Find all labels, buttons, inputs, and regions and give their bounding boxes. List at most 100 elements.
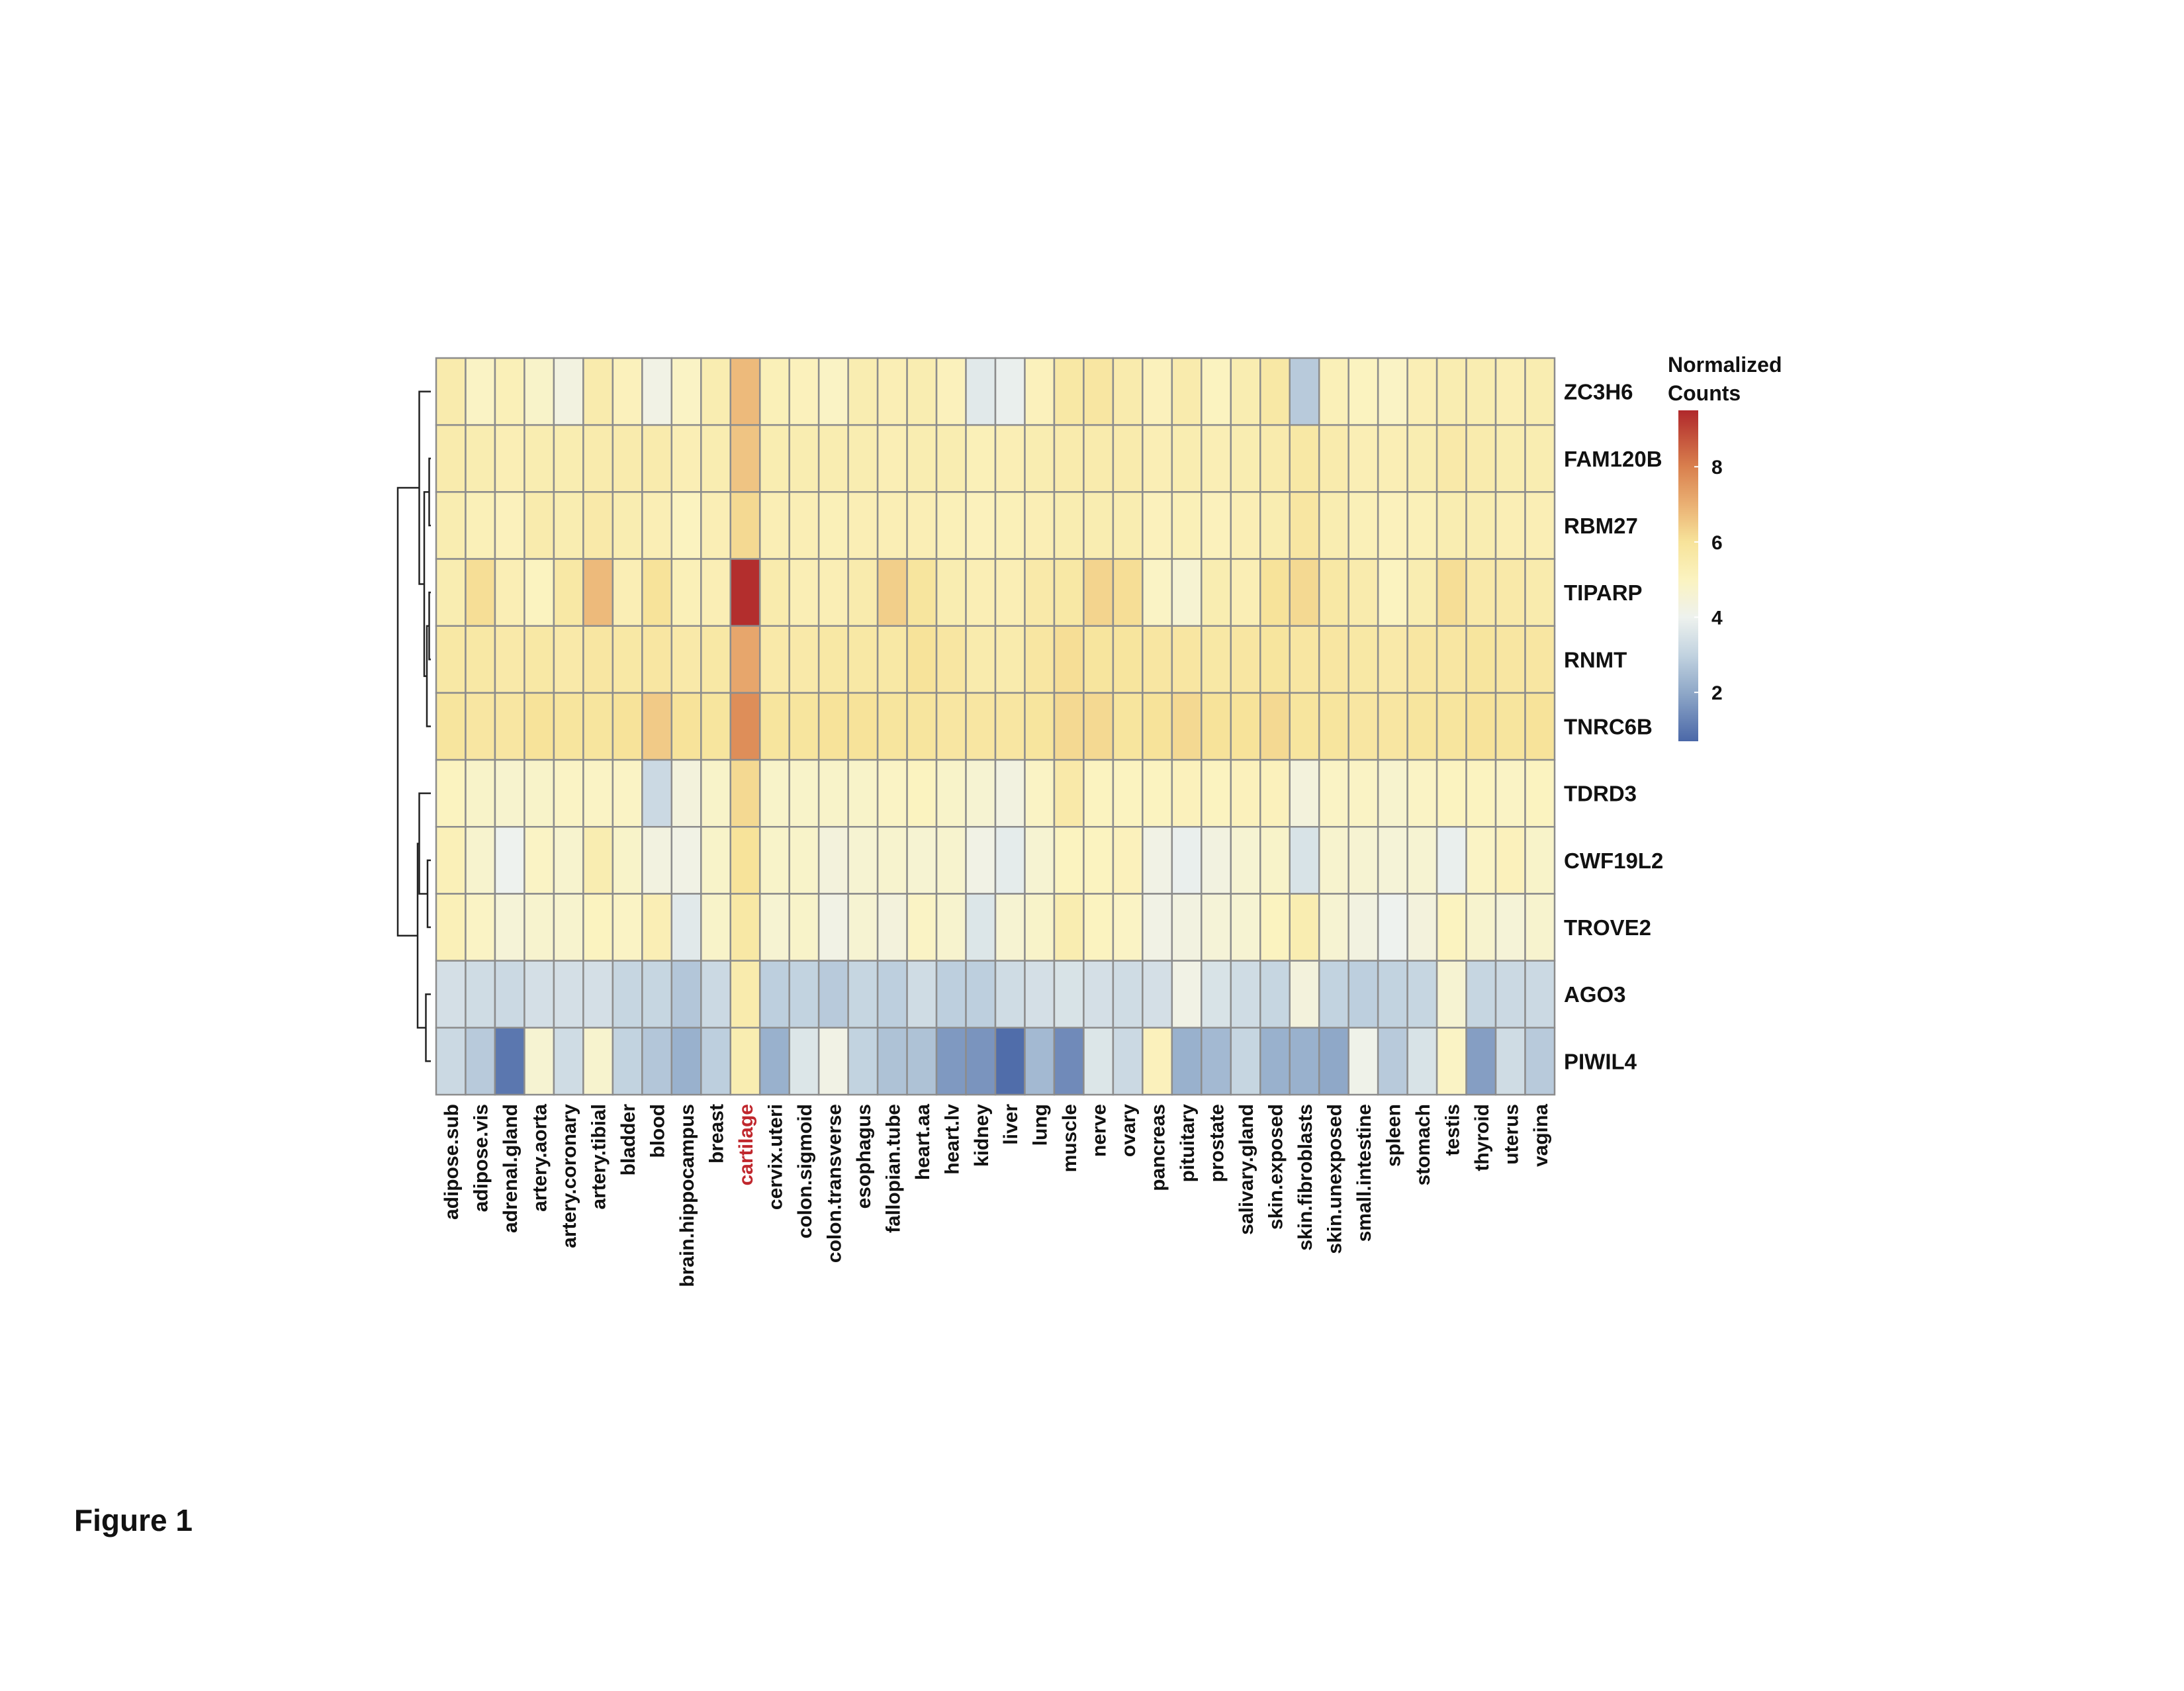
- heatmap-cell-AGO3-pituitary: [1171, 960, 1203, 1029]
- heatmap-cell-TROVE2-salivary.gland: [1230, 893, 1261, 962]
- heatmap-cell-ZC3H6-thyroid: [1465, 357, 1497, 426]
- heatmap-cell-AGO3-colon.transverse: [817, 960, 849, 1029]
- heatmap-cell-PIWIL4-kidney: [965, 1027, 997, 1096]
- heatmap-cell-TDRD3-artery.tibial: [582, 758, 614, 828]
- heatmap-cell-ZC3H6-uterus: [1494, 357, 1526, 426]
- column-label-heart.aa: heart.aa: [912, 1104, 934, 1180]
- heatmap-cell-FAM120B-heart.aa: [906, 424, 938, 493]
- heatmap-cell-CWF19L2-spleen: [1377, 826, 1408, 895]
- heatmap-cell-ZC3H6-skin.fibroblasts: [1289, 357, 1320, 426]
- heatmap-cell-TDRD3-skin.exposed: [1259, 758, 1291, 828]
- heatmap-cell-TROVE2-cartilage: [729, 893, 761, 962]
- heatmap-cell-RBM27-cervix.uteri: [758, 491, 790, 560]
- column-label-small.intestine: small.intestine: [1353, 1104, 1375, 1242]
- column-label-blood: blood: [647, 1104, 669, 1158]
- heatmap-cell-TNRC6B-cervix.uteri: [758, 692, 790, 761]
- heatmap-cell-RNMT-breast: [700, 625, 731, 694]
- heatmap-cell-AGO3-esophagus: [847, 960, 879, 1029]
- heatmap-cell-TNRC6B-esophagus: [847, 692, 879, 761]
- heatmap-cell-TNRC6B-kidney: [965, 692, 997, 761]
- heatmap-cell-TIPARP-kidney: [965, 558, 997, 627]
- heatmap-cell-AGO3-cartilage: [729, 960, 761, 1029]
- heatmap-cell-ZC3H6-skin.exposed: [1259, 357, 1291, 426]
- heatmap-cell-CWF19L2-testis: [1435, 826, 1467, 895]
- heatmap-cell-FAM120B-cervix.uteri: [758, 424, 790, 493]
- heatmap-cell-TIPARP-cervix.uteri: [758, 558, 790, 627]
- heatmap-cell-TDRD3-blood: [641, 758, 673, 828]
- heatmap-cell-AGO3-skin.fibroblasts: [1289, 960, 1320, 1029]
- heatmap-cell-RBM27-adipose.vis: [465, 491, 496, 560]
- column-label-lung: lung: [1030, 1104, 1052, 1146]
- heatmap-cell-TDRD3-liver: [994, 758, 1026, 828]
- heatmap-cell-TDRD3-thyroid: [1465, 758, 1497, 828]
- heatmap-cell-RNMT-thyroid: [1465, 625, 1497, 694]
- heatmap-cell-AGO3-brain.hippocampus: [670, 960, 702, 1029]
- heatmap-cell-RNMT-kidney: [965, 625, 997, 694]
- heatmap-cell-TIPARP-blood: [641, 558, 673, 627]
- heatmap-cell-RBM27-skin.exposed: [1259, 491, 1291, 560]
- heatmap-cell-TIPARP-prostate: [1201, 558, 1232, 627]
- heatmap-cell-FAM120B-fallopian.tube: [876, 424, 908, 493]
- heatmap-cell-TIPARP-vagina: [1524, 558, 1556, 627]
- heatmap-cell-CWF19L2-heart.aa: [906, 826, 938, 895]
- heatmap-cell-RBM27-bladder: [612, 491, 643, 560]
- heatmap-cell-TROVE2-artery.tibial: [582, 893, 614, 962]
- heatmap-cell-CWF19L2-salivary.gland: [1230, 826, 1261, 895]
- row-label-CWF19L2: CWF19L2: [1564, 848, 1663, 873]
- heatmap-cell-TDRD3-prostate: [1201, 758, 1232, 828]
- heatmap-cell-TNRC6B-colon.transverse: [817, 692, 849, 761]
- heatmap-cell-TIPARP-skin.exposed: [1259, 558, 1291, 627]
- heatmap-cell-TROVE2-uterus: [1494, 893, 1526, 962]
- heatmap-cell-AGO3-spleen: [1377, 960, 1408, 1029]
- heatmap-cell-CWF19L2-artery.tibial: [582, 826, 614, 895]
- heatmap-cell-PIWIL4-skin.exposed: [1259, 1027, 1291, 1096]
- heatmap-cell-RBM27-heart.lv: [935, 491, 967, 560]
- heatmap-cell-FAM120B-spleen: [1377, 424, 1408, 493]
- heatmap-cell-TNRC6B-bladder: [612, 692, 643, 761]
- row-label-TNRC6B: TNRC6B: [1564, 715, 1653, 739]
- heatmap-cell-RBM27-ovary: [1112, 491, 1144, 560]
- dendrogram-branch-5: [418, 792, 431, 895]
- heatmap-cell-TROVE2-prostate: [1201, 893, 1232, 962]
- heatmap-cell-TDRD3-heart.lv: [935, 758, 967, 828]
- heatmap-cell-TNRC6B-colon.sigmoid: [788, 692, 820, 761]
- heatmap-cell-ZC3H6-fallopian.tube: [876, 357, 908, 426]
- legend-title-line-2: Counts: [1668, 381, 1741, 405]
- heatmap-cell-FAM120B-nerve: [1083, 424, 1115, 493]
- heatmap-cell-FAM120B-pancreas: [1142, 424, 1173, 493]
- heatmap-cell-TNRC6B-lung: [1024, 692, 1056, 761]
- heatmap-cell-TROVE2-spleen: [1377, 893, 1408, 962]
- column-label-colon.transverse: colon.transverse: [823, 1104, 845, 1263]
- heatmap-cell-ZC3H6-adipose.sub: [435, 357, 467, 426]
- heatmap-cell-TIPARP-adrenal.gland: [494, 558, 525, 627]
- column-label-artery.aorta: artery.aorta: [529, 1104, 551, 1212]
- column-label-pancreas: pancreas: [1148, 1104, 1169, 1191]
- heatmap-cell-PIWIL4-liver: [994, 1027, 1026, 1096]
- heatmap-cell-ZC3H6-vagina: [1524, 357, 1556, 426]
- heatmap-cell-AGO3-cervix.uteri: [758, 960, 790, 1029]
- heatmap-cell-RBM27-muscle: [1053, 491, 1085, 560]
- heatmap-cell-ZC3H6-spleen: [1377, 357, 1408, 426]
- heatmap-cell-ZC3H6-artery.tibial: [582, 357, 614, 426]
- column-label-nerve: nerve: [1089, 1104, 1111, 1157]
- dendrogram-branch-4: [426, 859, 431, 929]
- heatmap-cell-TDRD3-kidney: [965, 758, 997, 828]
- heatmap-cell-FAM120B-kidney: [965, 424, 997, 493]
- heatmap-cell-TROVE2-muscle: [1053, 893, 1085, 962]
- column-label-artery.coronary: artery.coronary: [559, 1104, 580, 1248]
- heatmap-cell-TROVE2-brain.hippocampus: [670, 893, 702, 962]
- heatmap-cell-FAM120B-esophagus: [847, 424, 879, 493]
- heatmap-cell-RNMT-stomach: [1406, 625, 1438, 694]
- heatmap-cell-ZC3H6-salivary.gland: [1230, 357, 1261, 426]
- figure-label: Figure 1: [74, 1503, 193, 1537]
- heatmap-cell-FAM120B-stomach: [1406, 424, 1438, 493]
- heatmap-cell-AGO3-bladder: [612, 960, 643, 1029]
- heatmap-cell-TROVE2-lung: [1024, 893, 1056, 962]
- heatmap-cell-RNMT-esophagus: [847, 625, 879, 694]
- heatmap-cell-TDRD3-salivary.gland: [1230, 758, 1261, 828]
- column-label-cervix.uteri: cervix.uteri: [764, 1104, 786, 1210]
- heatmap-cell-TROVE2-small.intestine: [1347, 893, 1379, 962]
- heatmap-cell-TNRC6B-skin.unexposed: [1318, 692, 1349, 761]
- heatmap-cell-TROVE2-vagina: [1524, 893, 1556, 962]
- heatmap-cell-RBM27-adrenal.gland: [494, 491, 525, 560]
